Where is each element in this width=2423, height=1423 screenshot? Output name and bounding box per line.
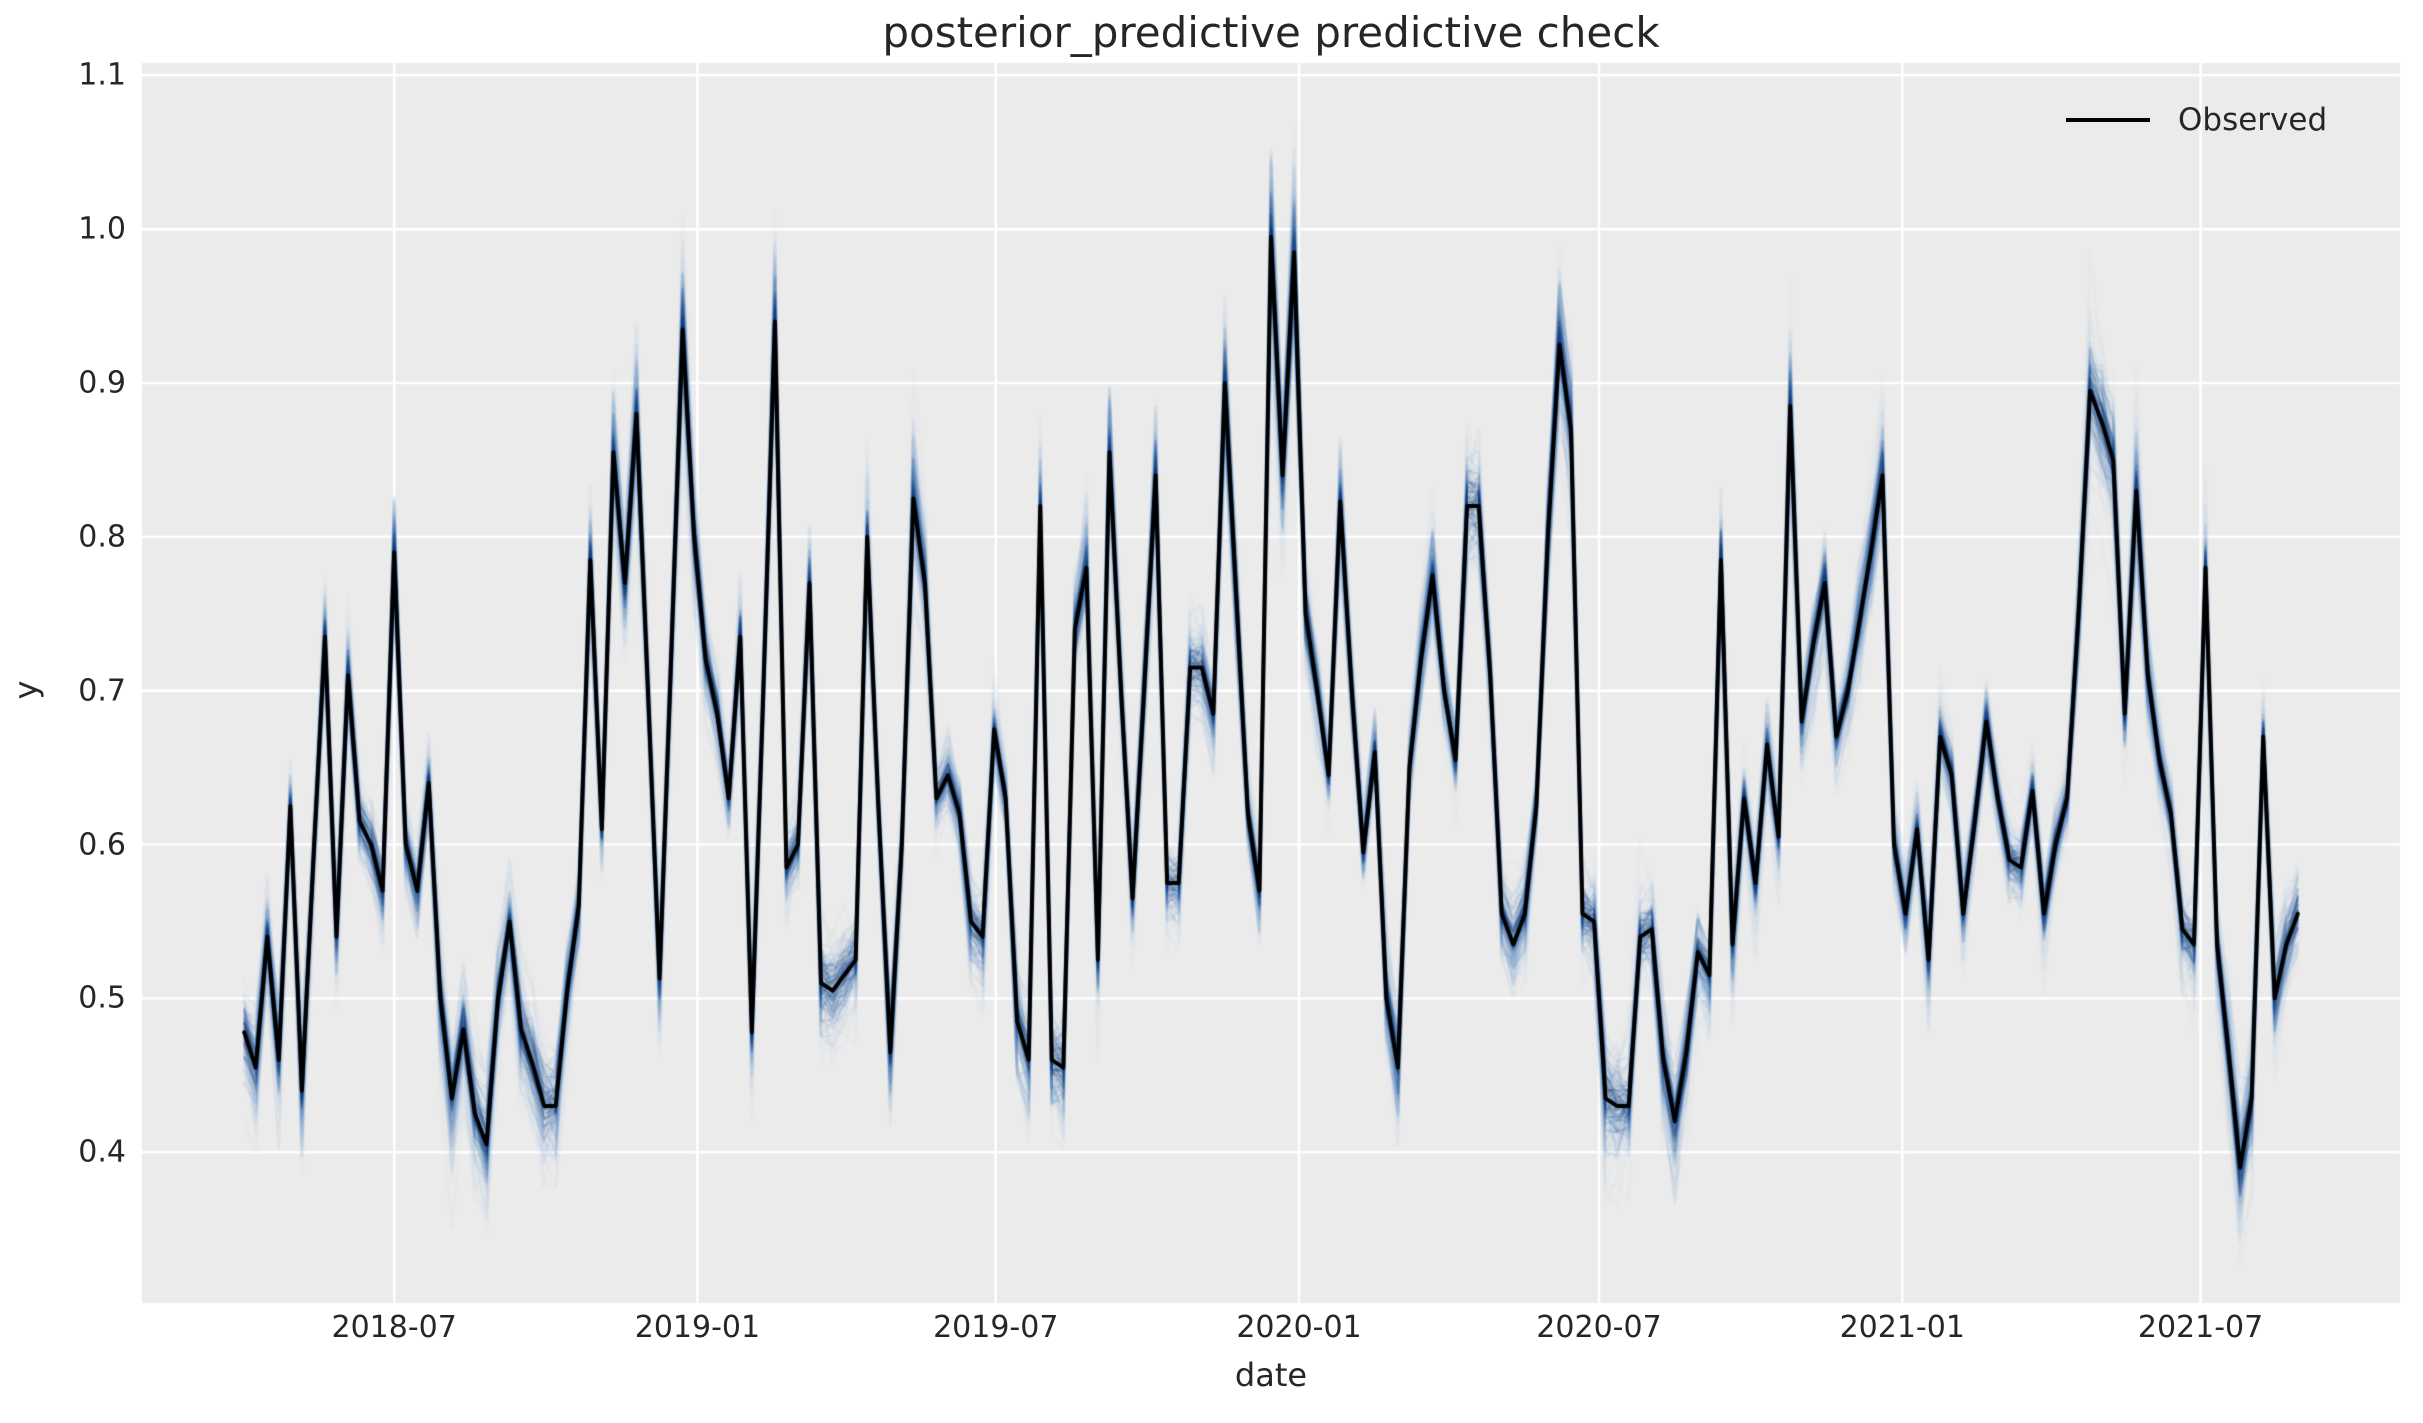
- x-tick-label: 2018-07: [331, 1310, 457, 1345]
- x-tick-label: 2020-07: [1536, 1310, 1662, 1345]
- x-axis-label: date: [1234, 1356, 1308, 1394]
- y-tick-label: 0.9: [78, 365, 126, 401]
- y-tick-label: 0.4: [78, 1134, 126, 1170]
- y-tick-label: 0.6: [78, 827, 126, 863]
- observed-line-swatch: [2066, 118, 2150, 122]
- y-tick-label: 0.5: [78, 980, 126, 1016]
- x-tick-label: 2019-07: [933, 1310, 1059, 1345]
- x-tick-label: 2021-07: [2137, 1310, 2264, 1345]
- x-tick-label: 2020-01: [1236, 1310, 1362, 1345]
- y-tick-label: 1.0: [78, 211, 126, 247]
- legend-label-observed: Observed: [2178, 102, 2328, 138]
- x-tick-label: 2021-01: [1839, 1310, 1965, 1345]
- y-tick-label: 0.8: [78, 519, 126, 555]
- legend: Observed: [2066, 102, 2327, 138]
- y-tick-label: 1.1: [78, 57, 126, 93]
- y-tick-label: 0.7: [78, 673, 126, 709]
- x-tick-label: 2019-01: [634, 1310, 761, 1345]
- chart-title: posterior_predictive predictive check: [882, 8, 1660, 57]
